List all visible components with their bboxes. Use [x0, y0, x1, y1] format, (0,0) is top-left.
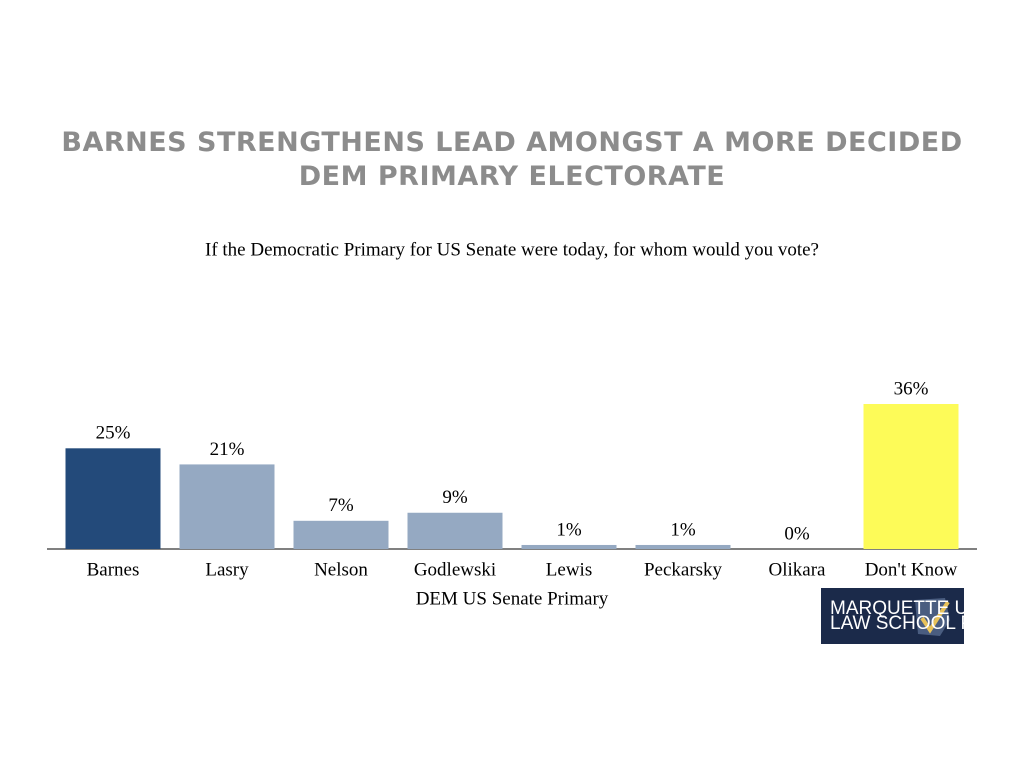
- chart-title: BARNES STRENGTHENS LEAD AMONGST A MORE D…: [61, 127, 963, 192]
- logo-check: [920, 600, 950, 634]
- logo-map: [915, 598, 950, 636]
- logo-text: MARQUETTE UNIVERSITY: [830, 598, 1024, 619]
- bar: [65, 448, 161, 549]
- bar: [293, 520, 389, 549]
- x-tick-label: Godlewski: [414, 559, 496, 580]
- x-tick-label: Barnes: [87, 559, 140, 580]
- x-tick-label: Lewis: [546, 559, 592, 580]
- value-label: 36%: [894, 378, 929, 399]
- value-label: 7%: [328, 495, 354, 516]
- x-tick-label: Olikara: [769, 559, 827, 580]
- bar: [407, 512, 503, 549]
- bar: [179, 464, 275, 549]
- x-tick-label: Don't Know: [865, 559, 958, 580]
- x-tick-label: Nelson: [314, 559, 368, 580]
- x-tick-label: Lasry: [205, 559, 249, 580]
- x-axis-label: DEM US Senate Primary: [416, 588, 609, 609]
- bar: [521, 544, 617, 549]
- x-tick-label: Peckarsky: [644, 559, 723, 580]
- value-label: 1%: [670, 519, 696, 540]
- logo-text: LAW SCHOOL POLL: [830, 613, 1009, 634]
- chart-subtitle: If the Democratic Primary for US Senate …: [205, 239, 819, 260]
- bar: [635, 544, 731, 549]
- value-label: 0%: [784, 523, 810, 544]
- value-label: 9%: [442, 487, 468, 508]
- value-label: 1%: [556, 519, 582, 540]
- value-label: 21%: [210, 439, 245, 460]
- value-label: 25%: [96, 423, 131, 444]
- bar: [863, 404, 959, 549]
